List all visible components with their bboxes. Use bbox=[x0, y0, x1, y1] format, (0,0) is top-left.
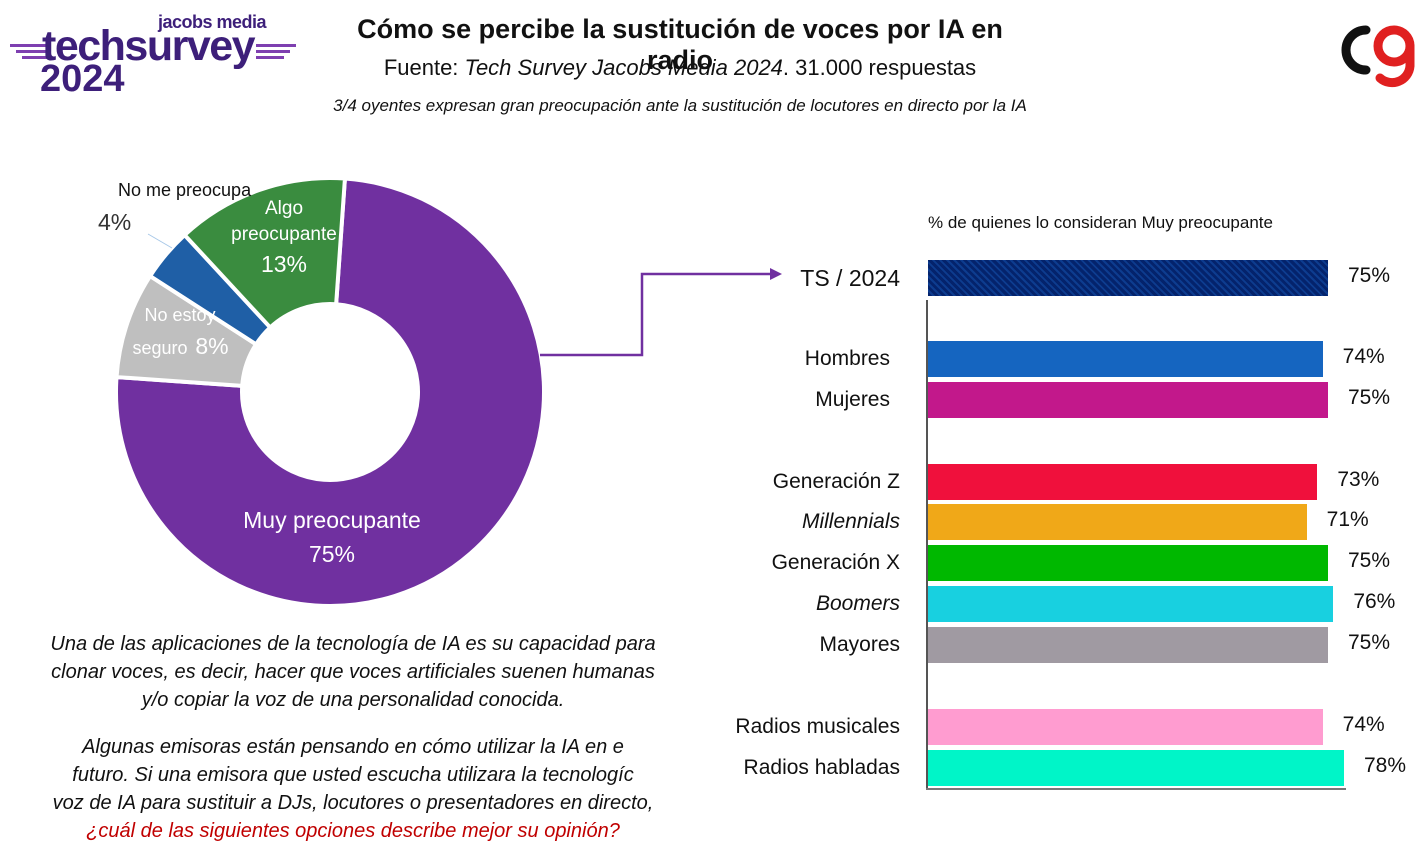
corner-brand-logo-icon bbox=[1341, 25, 1415, 88]
question-line: Una de las aplicaciones de la tecnología… bbox=[50, 633, 656, 655]
bar-label: Hombres bbox=[804, 347, 890, 370]
question-text: Algunas emisoras están pensando en cómo … bbox=[28, 733, 678, 845]
slice-algo-preocupante bbox=[181, 176, 348, 331]
bar-label: Boomers bbox=[815, 592, 900, 615]
leader-line bbox=[147, 233, 173, 249]
question-line: voz de IA para sustituir a DJs, locutore… bbox=[52, 792, 654, 814]
subtitle: 3/4 oyentes expresan gran preocupación a… bbox=[333, 96, 1027, 115]
bar-value-label: 75% bbox=[1348, 549, 1391, 572]
question-line: futuro. Si una emisora que usted escucha… bbox=[72, 764, 634, 786]
logo-speed-line bbox=[256, 44, 296, 47]
bar-label: Mujeres bbox=[815, 388, 890, 411]
bar-axis-base bbox=[926, 788, 1346, 790]
bar-mayores bbox=[928, 627, 1328, 663]
label-no-estoy-line1: No estoy bbox=[144, 305, 215, 325]
bar-boomers bbox=[928, 586, 1334, 622]
logo-speed-line bbox=[16, 50, 50, 53]
bar-radios-musicales bbox=[928, 709, 1323, 745]
donut-chart: No me preocupa 4% Algo preocupante 13% N… bbox=[98, 176, 546, 608]
label-algo-line2: preocupante bbox=[231, 224, 337, 245]
label-no-me-preocupa: No me preocupa bbox=[118, 180, 252, 200]
label-muy-preocupante: Muy preocupante bbox=[243, 507, 421, 533]
source-prefix: Fuente: bbox=[383, 55, 465, 80]
logo-speed-line bbox=[22, 56, 50, 59]
source-line: Fuente: Tech Survey Jacobs Media 2024. 3… bbox=[330, 55, 1030, 81]
value-algo-preocupante: 13% bbox=[261, 251, 307, 277]
bar-value-label: 76% bbox=[1353, 590, 1396, 613]
bar-hombres bbox=[928, 341, 1323, 377]
logo-speed-line bbox=[10, 44, 50, 47]
bar-value-label: 73% bbox=[1337, 468, 1380, 491]
bar-value-label: 78% bbox=[1364, 754, 1407, 777]
bar-label: TS / 2024 bbox=[800, 265, 900, 291]
bar-label: Millennials bbox=[801, 510, 900, 533]
bar-value-label: 75% bbox=[1348, 631, 1391, 654]
value-no-me-preocupa: 4% bbox=[98, 209, 131, 235]
logo-year: 2024 bbox=[40, 58, 125, 100]
value-no-estoy-seguro: 8% bbox=[195, 333, 228, 359]
bar-label: Radios habladas bbox=[743, 756, 900, 779]
label-algo-line1: Algo bbox=[265, 198, 303, 219]
label-no-estoy-line2: seguro bbox=[132, 338, 187, 358]
bar-ts-2024 bbox=[928, 260, 1328, 296]
bar-chart-title: % de quienes lo consideran Muy preocupan… bbox=[928, 213, 1273, 232]
bar-millennials bbox=[928, 504, 1307, 540]
bar-value-label: 75% bbox=[1348, 386, 1391, 409]
question-line-red: ¿cuál de las siguientes opciones describ… bbox=[86, 820, 620, 842]
connector-arrow bbox=[540, 268, 782, 357]
question-intro: Una de las aplicaciones de la tecnología… bbox=[28, 630, 678, 714]
source-italic: Tech Survey Jacobs Media 2024 bbox=[464, 55, 783, 80]
bar-generación-x bbox=[928, 545, 1328, 581]
page-title: Cómo se percibe la sustitución de voces … bbox=[357, 14, 1003, 75]
logo-speed-line bbox=[256, 56, 284, 59]
techsurvey-logo: jacobs media techsurvey 2024 bbox=[6, 8, 306, 100]
source-suffix: . 31.000 respuestas bbox=[782, 55, 977, 80]
bar-value-label: 74% bbox=[1342, 345, 1385, 368]
question-line: y/o copiar la voz de una personalidad co… bbox=[141, 689, 565, 711]
logo-speed-line bbox=[256, 50, 290, 53]
question-line: clonar voces, es decir, hacer que voces … bbox=[51, 661, 655, 683]
value-muy-preocupante: 75% bbox=[309, 541, 355, 567]
bar-generación-z bbox=[928, 464, 1318, 500]
bar-label: Generación Z bbox=[772, 470, 900, 493]
bar-value-label: 71% bbox=[1326, 508, 1369, 531]
bar-radios-habladas bbox=[928, 750, 1344, 786]
bar-value-label: 74% bbox=[1342, 713, 1385, 736]
bar-mujeres bbox=[928, 382, 1328, 418]
bar-label: Radios musicales bbox=[735, 715, 900, 738]
bar-value-label: 75% bbox=[1348, 264, 1391, 287]
question-line: Algunas emisoras están pensando en cómo … bbox=[82, 736, 624, 758]
bar-label: Mayores bbox=[819, 633, 900, 656]
logo-top-text: jacobs media bbox=[158, 12, 267, 32]
logo-main-text: techsurvey bbox=[42, 22, 256, 70]
slice-muy-preocupante bbox=[114, 176, 546, 608]
bar-label: Generación X bbox=[771, 551, 900, 574]
bar-axis-line bbox=[926, 300, 928, 790]
